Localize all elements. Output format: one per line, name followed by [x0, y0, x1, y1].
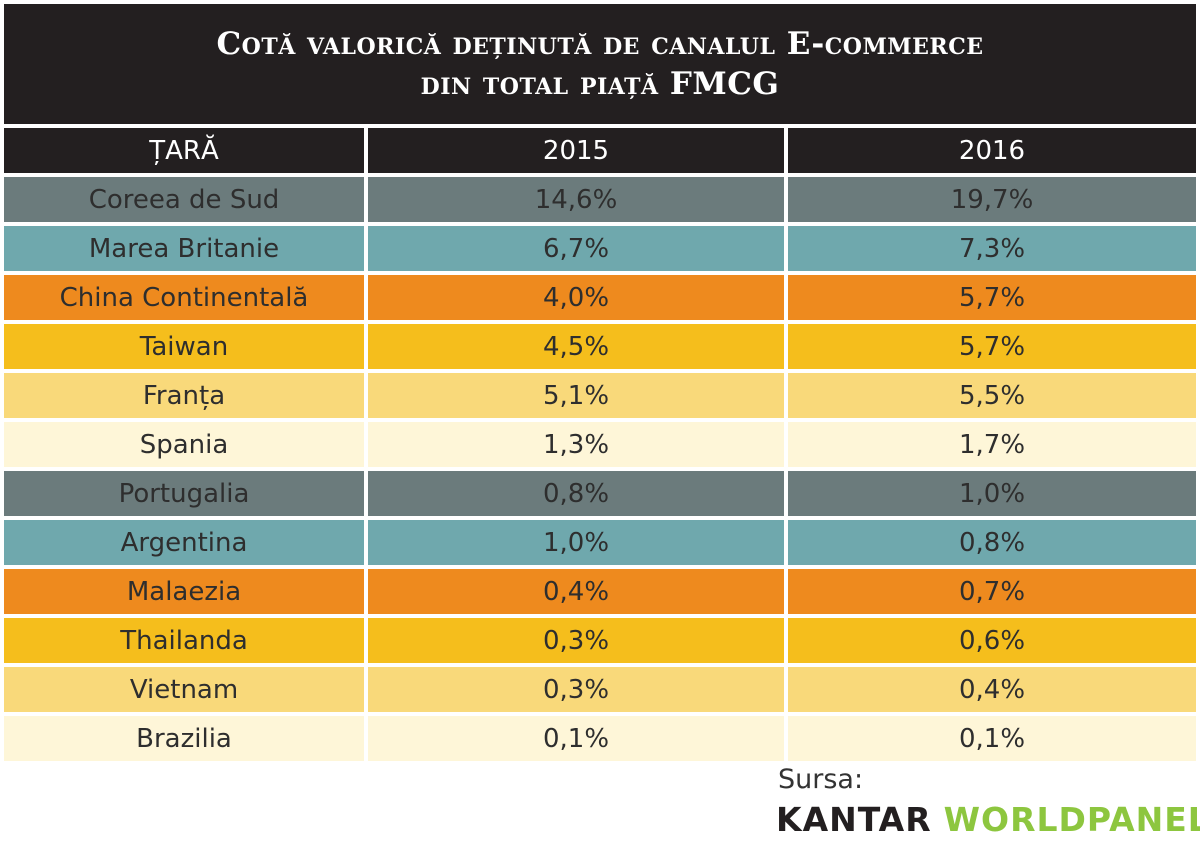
value-2015-cell: 5,1% [368, 373, 784, 418]
country-cell: Portugalia [4, 471, 364, 516]
value-2016-cell: 1,0% [788, 471, 1196, 516]
country-cell: Brazilia [4, 716, 364, 761]
header-2016: 2016 [788, 128, 1196, 173]
country-cell: Vietnam [4, 667, 364, 712]
table-row: Argentina 1,0% 0,8% [4, 520, 1196, 565]
value-2015-cell: 4,5% [368, 324, 784, 369]
title-line-1: Cotă valorică deținută de canalul E-comm… [216, 26, 984, 62]
country-cell: Taiwan [4, 324, 364, 369]
value-2016-cell: 0,8% [788, 520, 1196, 565]
logo-worldpanel-text: WORLDPANEL [943, 800, 1200, 839]
source-label: Sursa: [778, 764, 864, 795]
table-row: Spania 1,3% 1,7% [4, 422, 1196, 467]
value-2016-cell: 1,7% [788, 422, 1196, 467]
value-2015-cell: 6,7% [368, 226, 784, 271]
table-row: Portugalia 0,8% 1,0% [4, 471, 1196, 516]
table-row: Taiwan 4,5% 5,7% [4, 324, 1196, 369]
value-2015-cell: 14,6% [368, 177, 784, 222]
country-cell: Coreea de Sud [4, 177, 364, 222]
country-cell: Argentina [4, 520, 364, 565]
table-row: Brazilia 0,1% 0,1% [4, 716, 1196, 761]
value-2016-cell: 0,7% [788, 569, 1196, 614]
header-2015: 2015 [368, 128, 784, 173]
value-2015-cell: 4,0% [368, 275, 784, 320]
table-row: Vietnam 0,3% 0,4% [4, 667, 1196, 712]
table-row: Marea Britanie 6,7% 7,3% [4, 226, 1196, 271]
title-line-2: din total piață FMCG [420, 66, 780, 102]
table-body: Coreea de Sud 14,6% 19,7% Marea Britanie 6,7… [4, 177, 1196, 761]
country-cell: Franța [4, 373, 364, 418]
value-2016-cell: 0,4% [788, 667, 1196, 712]
country-cell: Marea Britanie [4, 226, 364, 271]
value-2016-cell: 19,7% [788, 177, 1196, 222]
value-2015-cell: 0,4% [368, 569, 784, 614]
value-2015-cell: 0,8% [368, 471, 784, 516]
value-2015-cell: 0,1% [368, 716, 784, 761]
table-row: Coreea de Sud 14,6% 19,7% [4, 177, 1196, 222]
country-cell: Spania [4, 422, 364, 467]
value-2015-cell: 1,0% [368, 520, 784, 565]
value-2016-cell: 0,1% [788, 716, 1196, 761]
table-row: China Continentală 4,0% 5,7% [4, 275, 1196, 320]
value-2015-cell: 0,3% [368, 618, 784, 663]
value-2016-cell: 0,6% [788, 618, 1196, 663]
table-row: Malaezia 0,4% 0,7% [4, 569, 1196, 614]
table-row: Franța 5,1% 5,5% [4, 373, 1196, 418]
country-cell: Malaezia [4, 569, 364, 614]
value-2015-cell: 0,3% [368, 667, 784, 712]
value-2016-cell: 5,7% [788, 324, 1196, 369]
value-2016-cell: 5,7% [788, 275, 1196, 320]
value-2016-cell: 7,3% [788, 226, 1196, 271]
data-table: ȚARĂ 2015 2016 Coreea de Sud 14,6% 19,7% Ma… [4, 128, 1196, 765]
header-country: ȚARĂ [4, 128, 364, 173]
country-cell: Thailanda [4, 618, 364, 663]
logo-kantar-text: KANTAR [776, 800, 932, 839]
kantar-worldpanel-logo: KANTAR WORLDPANEL [776, 800, 1200, 839]
title-bar: Cotă valorică deținută de canalul E-comm… [4, 4, 1196, 124]
table-header-row: ȚARĂ 2015 2016 [4, 128, 1196, 173]
country-cell: China Continentală [4, 275, 364, 320]
value-2015-cell: 1,3% [368, 422, 784, 467]
table-row: Thailanda 0,3% 0,6% [4, 618, 1196, 663]
value-2016-cell: 5,5% [788, 373, 1196, 418]
